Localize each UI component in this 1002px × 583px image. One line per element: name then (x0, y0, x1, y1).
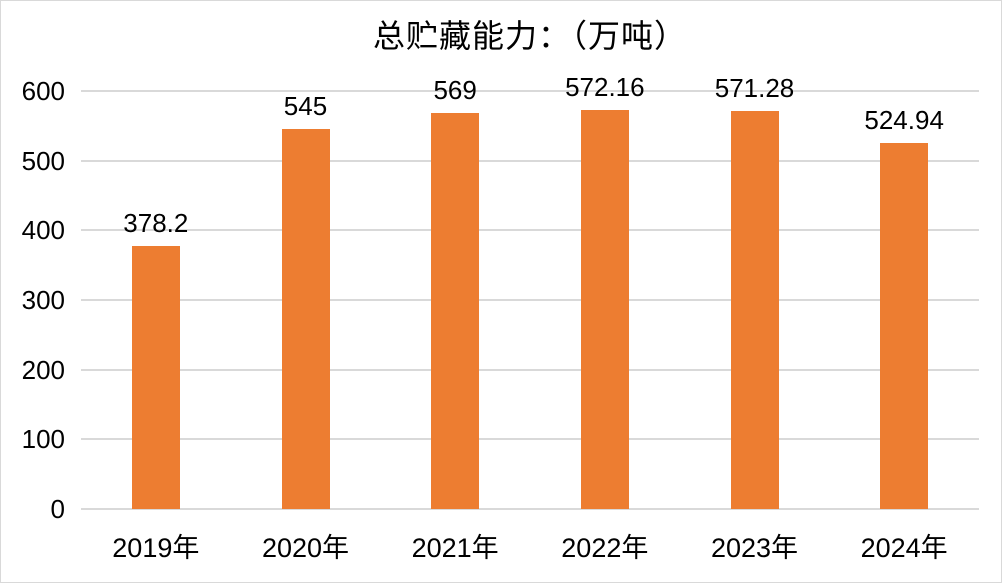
gridline (81, 438, 979, 441)
y-tick-label: 200 (21, 354, 65, 385)
bar (580, 110, 629, 509)
bar-value-label: 571.28 (714, 73, 795, 104)
x-tick-label: 2024年 (860, 533, 948, 563)
x-tick-label: 2022年 (561, 533, 649, 563)
bar (131, 245, 180, 509)
bar (880, 143, 929, 509)
bar (281, 129, 330, 509)
bar-value-label: 378.2 (123, 207, 189, 238)
gridline (81, 159, 979, 162)
bar-value-label: 572.16 (565, 72, 645, 103)
y-tick-label: 400 (21, 215, 65, 246)
y-tick-label: 500 (21, 145, 65, 176)
x-axis-line (81, 508, 979, 510)
bar-value-label: 524.94 (864, 105, 944, 136)
gridline (81, 368, 979, 371)
x-tick-label: 2020年 (261, 533, 350, 563)
x-tick-label: 2023年 (710, 533, 799, 563)
y-tick-label: 600 (21, 76, 65, 106)
x-tick-label: 2019年 (112, 533, 200, 563)
plot-area: 378.2 545 569 572.16 571.28 524.94 (81, 72, 979, 510)
bar-value-label: 569 (433, 74, 477, 105)
chart-title: 总贮藏能力：（万吨） (372, 17, 687, 55)
gridline (81, 90, 979, 92)
bar (431, 112, 480, 509)
gridline (81, 229, 979, 232)
y-tick-label: 300 (21, 285, 65, 315)
y-tick-label: 0 (50, 494, 65, 524)
bar-value-label: 545 (283, 91, 328, 122)
bar (730, 111, 779, 509)
y-tick-label: 100 (21, 424, 65, 455)
gridline (81, 299, 979, 301)
x-tick-label: 2021年 (411, 533, 499, 563)
